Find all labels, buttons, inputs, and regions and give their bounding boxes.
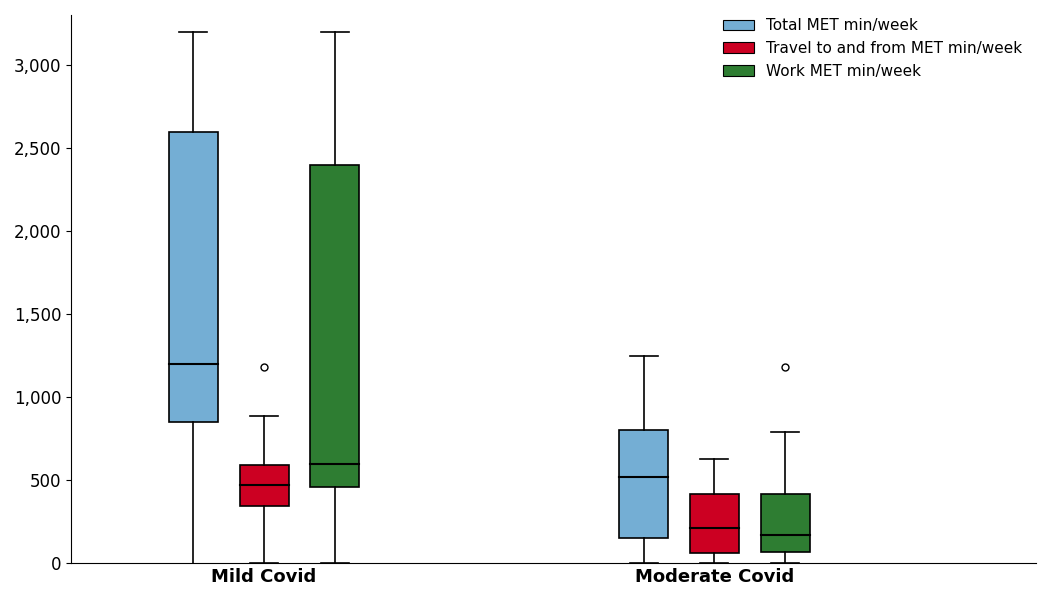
Bar — [690, 494, 739, 553]
Bar — [761, 494, 810, 553]
Bar — [620, 430, 668, 538]
Legend: Total MET min/week, Travel to and from MET min/week, Work MET min/week: Total MET min/week, Travel to and from M… — [717, 12, 1028, 85]
Bar — [169, 131, 217, 422]
Bar — [311, 165, 359, 487]
Bar — [239, 466, 289, 506]
